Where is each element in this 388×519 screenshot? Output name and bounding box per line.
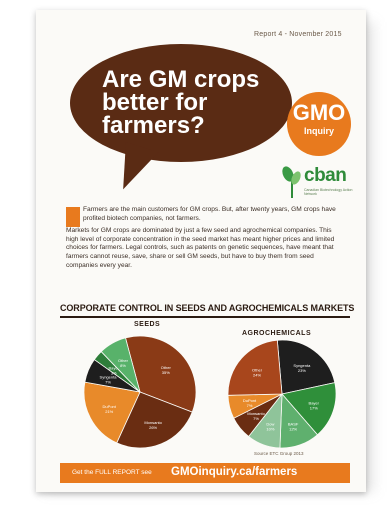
- footer-url-link[interactable]: GMOinquiry.ca/farmers: [171, 466, 298, 478]
- gmo-inquiry-logo: GMO Inquiry: [287, 92, 351, 156]
- source-note: Source ETC Group 2013: [254, 451, 304, 456]
- pie-slice-label: Bayer: [309, 401, 320, 406]
- cban-logo: cban Canadian Biotechnology Action Netwo…: [282, 164, 358, 202]
- seeds-chart-title: SEEDS: [134, 321, 161, 328]
- intro-paragraph-2: Markets for GM crops are dominated by ju…: [66, 227, 335, 269]
- speech-bubble: [70, 44, 292, 162]
- pie-slice-syngenta: [276, 339, 336, 395]
- pie-slice-label: Syngenta: [293, 363, 311, 368]
- cban-tagline: Canadian Biotechnology Action Network: [304, 188, 353, 196]
- footer-banner: Get the FULL REPORT see GMOinquiry.ca/fa…: [60, 463, 350, 483]
- pie-slice-value: 10%: [266, 426, 274, 431]
- pie-slice-value: 23%: [298, 368, 306, 373]
- cban-name: cban: [304, 165, 347, 186]
- pie-slice-dupont: [83, 381, 141, 444]
- headline-line-3: farmers?: [102, 112, 205, 139]
- gmo-logo-sub: Inquiry: [303, 126, 334, 136]
- pie-slice-value: 24%: [253, 373, 261, 378]
- seeds-pie-chart: Other35%Monsanto26%DuPont21%Syngenta7%Ba…: [83, 335, 197, 449]
- pie-slice-bayer: [281, 382, 337, 436]
- pie-slice-label: Other: [118, 358, 129, 363]
- pie-slice-label: Other: [252, 368, 263, 373]
- pie-slice-value: 3%: [111, 370, 117, 375]
- gmo-logo-main: GMO: [292, 100, 346, 125]
- pie-slice-value: 7%: [253, 416, 259, 421]
- headline: Are GM crops better for farmers?: [102, 66, 272, 139]
- section-divider: [60, 316, 350, 318]
- pie-slice-value: 7%: [247, 403, 253, 408]
- pie-slice-label: BASF: [288, 422, 299, 427]
- pie-slice-value: 7%: [105, 380, 111, 385]
- intro-paragraph-1: Farmers are the main customers for GM cr…: [83, 206, 336, 222]
- pie-slice-label: DuPont: [103, 404, 117, 409]
- pie-slice-value: 21%: [105, 409, 113, 414]
- pie-slice-monsanto: [116, 391, 193, 449]
- report-label: Report 4 - November 2015: [254, 31, 342, 38]
- pie-slice-label: Other: [161, 365, 172, 370]
- headline-line-2: better for: [102, 89, 208, 116]
- pie-slice-label: Dow: [266, 421, 274, 426]
- pie-slice-value: 26%: [149, 425, 157, 430]
- headline-line-1: Are GM crops: [102, 66, 260, 93]
- pie-slice-label: Syngenta: [100, 375, 118, 380]
- section-title: CORPORATE CONTROL IN SEEDS AND AGROCHEMI…: [60, 303, 355, 313]
- pie-slice-label: Monsanto: [144, 420, 162, 425]
- agrochemicals-chart-title: AGROCHEMICALS: [242, 330, 312, 337]
- intro-text: Farmers are the main customers for GM cr…: [66, 206, 342, 274]
- pie-slice-value: 35%: [162, 370, 170, 375]
- pie-slice-value: 8%: [120, 363, 126, 368]
- pie-slice-value: 17%: [310, 406, 318, 411]
- pie-slice-label: Bayer: [108, 365, 119, 370]
- pie-slice-value: 12%: [289, 427, 297, 432]
- pie-slice-other: [227, 339, 283, 396]
- pie-slice-label: DuPont: [243, 398, 257, 403]
- flyer-page: Report 4 - November 2015 Are GM crops be…: [36, 10, 366, 492]
- pie-slice-label: Monsanto: [247, 411, 265, 416]
- leaf-icon: [282, 166, 301, 198]
- footer-prefix: Get the FULL REPORT see: [72, 469, 152, 476]
- pie-slice-other: [100, 337, 141, 393]
- drop-cap-block: [66, 207, 80, 227]
